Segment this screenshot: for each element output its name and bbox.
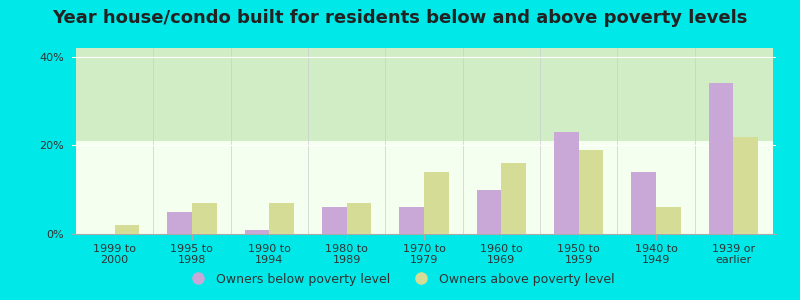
Bar <box>399 207 424 234</box>
Bar <box>322 207 346 234</box>
Bar <box>578 150 603 234</box>
Bar <box>245 230 270 234</box>
Bar <box>424 172 449 234</box>
Text: Year house/condo built for residents below and above poverty levels: Year house/condo built for residents bel… <box>52 9 748 27</box>
Bar <box>270 203 294 234</box>
Bar <box>114 225 139 234</box>
Bar <box>346 203 371 234</box>
Bar <box>167 212 192 234</box>
Bar <box>656 207 681 234</box>
Bar <box>502 163 526 234</box>
Bar <box>709 83 734 234</box>
Bar <box>554 132 578 234</box>
Bar <box>477 190 502 234</box>
Bar <box>734 136 758 234</box>
Legend: Owners below poverty level, Owners above poverty level: Owners below poverty level, Owners above… <box>181 268 619 291</box>
Bar <box>631 172 656 234</box>
Bar <box>192 203 217 234</box>
